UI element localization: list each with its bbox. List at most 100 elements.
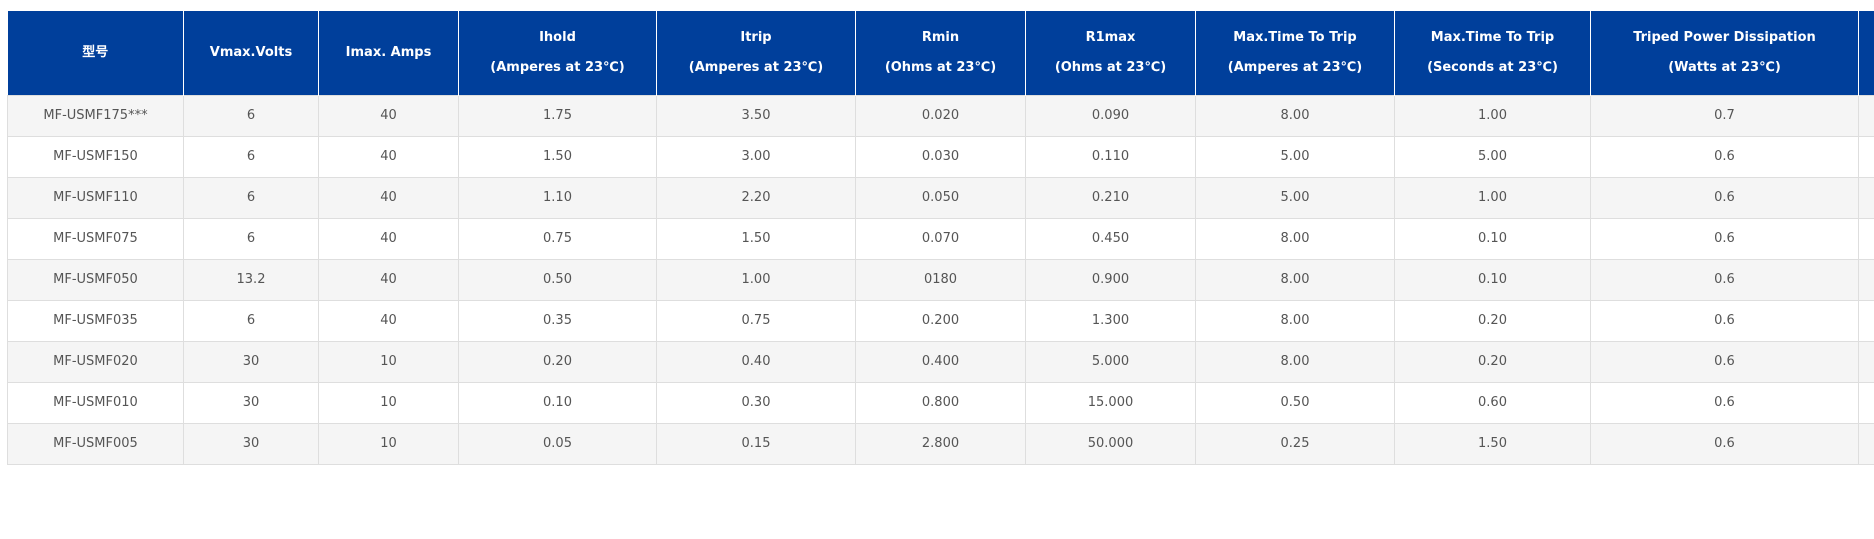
- table-row: MF-USMF010 30 10 0.10 0.30 0.800 15.000 0.50 0.6…: [7, 381, 1874, 424]
- column-header-unit: (Amperes at 23℃): [1227, 59, 1363, 75]
- table-cell: 0.05: [458, 422, 657, 465]
- header-row: 型号 Vmax.Volts Imax. Amps Ihold (Amperes at 2…: [7, 11, 1874, 95]
- table-cell: 0.090: [1025, 94, 1196, 137]
- table-cell: [1858, 217, 1874, 260]
- table-cell: 0.6: [1590, 258, 1859, 301]
- table-cell: 40: [318, 217, 459, 260]
- table-cell: 0.20: [1394, 340, 1591, 383]
- model-cell: MF-USMF075: [7, 217, 184, 260]
- table-cell: 8.00: [1195, 340, 1395, 383]
- table-cell: 0.10: [1394, 217, 1591, 260]
- table-cell: 40: [318, 258, 459, 301]
- table-cell: 0.400: [855, 340, 1026, 383]
- table-cell: [1858, 422, 1874, 465]
- table-cell: 3.50: [656, 94, 856, 137]
- column-header: Imax. Amps: [318, 11, 459, 95]
- table-cell: 8.00: [1195, 94, 1395, 137]
- model-cell: MF-USMF010: [7, 381, 184, 424]
- column-header-unit: (Seconds at 23℃): [1427, 59, 1558, 75]
- column-header-title: 型号: [82, 44, 109, 60]
- model-cell: MF-USMF150: [7, 135, 184, 178]
- column-header-title: Max.Time To Trip: [1233, 29, 1357, 45]
- table-cell: 40: [318, 299, 459, 342]
- table-cell: 0.35: [458, 299, 657, 342]
- table-cell: 10: [318, 422, 459, 465]
- table-cell: 0.25: [1195, 422, 1395, 465]
- table-cell: 8.00: [1195, 299, 1395, 342]
- table-cell: 0.20: [458, 340, 657, 383]
- table-cell: 6: [183, 299, 319, 342]
- table-row: MF-USMF150 6 40 1.50 3.00 0.030 0.110 5.00 5.00 0…: [7, 135, 1874, 178]
- table-cell: 0.020: [855, 94, 1026, 137]
- column-header: Triped Power Dissipation (Watts at 23℃): [1590, 11, 1859, 95]
- table-cell: [1858, 381, 1874, 424]
- table-cell: 0.050: [855, 176, 1026, 219]
- column-header-title: Itrip: [740, 29, 772, 45]
- column-header-unit: (Ohms at 23℃): [1054, 59, 1167, 75]
- table-cell: 0.15: [656, 422, 856, 465]
- table-cell: 1.00: [1394, 176, 1591, 219]
- table-cell: 0.6: [1590, 176, 1859, 219]
- table-cell: 40: [318, 176, 459, 219]
- table-row: MF-USMF005 30 10 0.05 0.15 2.800 50.000 0.25 1.5…: [7, 422, 1874, 465]
- table-cell: 15.000: [1025, 381, 1196, 424]
- table-cell: 6: [183, 135, 319, 178]
- model-cell: MF-USMF110: [7, 176, 184, 219]
- table-cell: 0.10: [1394, 258, 1591, 301]
- column-header-unit: (Ohms at 23℃): [884, 59, 997, 75]
- table-cell: 0.800: [855, 381, 1026, 424]
- table-cell: 5.00: [1195, 135, 1395, 178]
- table-row: MF-USMF075 6 40 0.75 1.50 0.070 0.450 8.00 0.10 0…: [7, 217, 1874, 260]
- table-cell: [1858, 135, 1874, 178]
- model-cell: MF-USMF005: [7, 422, 184, 465]
- table-cell: 0.6: [1590, 135, 1859, 178]
- table-cell: 6: [183, 176, 319, 219]
- table-row: MF-USMF050 13.2 40 0.50 1.00 0180 0.900 8.00 0.1…: [7, 258, 1874, 301]
- table-cell: 0.900: [1025, 258, 1196, 301]
- table-cell: 0.6: [1590, 381, 1859, 424]
- table-cell: 30: [183, 422, 319, 465]
- column-header-title: Ihold: [539, 29, 576, 45]
- table-row: MF-USMF020 30 10 0.20 0.40 0.400 5.000 8.00 0.20…: [7, 340, 1874, 383]
- model-cell: MF-USMF020: [7, 340, 184, 383]
- table-cell: [1858, 176, 1874, 219]
- table-cell: 0.6: [1590, 422, 1859, 465]
- table-cell: 30: [183, 381, 319, 424]
- column-header-unit: (Amperes at 23℃): [490, 59, 625, 75]
- table-cell: 0.210: [1025, 176, 1196, 219]
- column-header: Vmax.Volts: [183, 11, 319, 95]
- table-row: MF-USMF110 6 40 1.10 2.20 0.050 0.210 5.00 1.00 0…: [7, 176, 1874, 219]
- table-cell: 8.00: [1195, 258, 1395, 301]
- column-header-title: R1max: [1085, 29, 1136, 45]
- table-cell: 0.30: [656, 381, 856, 424]
- table-cell: [1858, 94, 1874, 137]
- model-cell: MF-USMF175***: [7, 94, 184, 137]
- table-cell: 5.000: [1025, 340, 1196, 383]
- column-header: Rmin (Ohms at 23℃): [855, 11, 1026, 95]
- table-cell: 0.030: [855, 135, 1026, 178]
- table-cell: 0.7: [1590, 94, 1859, 137]
- table-cell: 0.6: [1590, 340, 1859, 383]
- model-cell: MF-USMF050: [7, 258, 184, 301]
- table-cell: 3.00: [656, 135, 856, 178]
- table-cell: 13.2: [183, 258, 319, 301]
- table-cell: 1.75: [458, 94, 657, 137]
- table-cell: 50.000: [1025, 422, 1196, 465]
- table-cell: 0.110: [1025, 135, 1196, 178]
- table-cell: 0.10: [458, 381, 657, 424]
- table-cell: 1.00: [1394, 94, 1591, 137]
- table-cell: 1.10: [458, 176, 657, 219]
- column-header-title: Rmin: [921, 29, 960, 45]
- table-cell: 0.6: [1590, 217, 1859, 260]
- table-cell: 0.6: [1590, 299, 1859, 342]
- table-cell: [1858, 340, 1874, 383]
- table-cell: [1858, 299, 1874, 342]
- table-cell: 10: [318, 381, 459, 424]
- table-cell: 0.50: [458, 258, 657, 301]
- table-cell: 1.00: [656, 258, 856, 301]
- table-cell: 1.50: [458, 135, 657, 178]
- table-row: MF-USMF175*** 6 40 1.75 3.50 0.020 0.090 8.00 1.…: [7, 94, 1874, 137]
- table-cell: 0.070: [855, 217, 1026, 260]
- table-cell: 1.50: [1394, 422, 1591, 465]
- table-cell: 6: [183, 217, 319, 260]
